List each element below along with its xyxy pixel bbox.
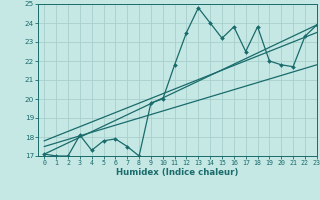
X-axis label: Humidex (Indice chaleur): Humidex (Indice chaleur) — [116, 168, 239, 177]
